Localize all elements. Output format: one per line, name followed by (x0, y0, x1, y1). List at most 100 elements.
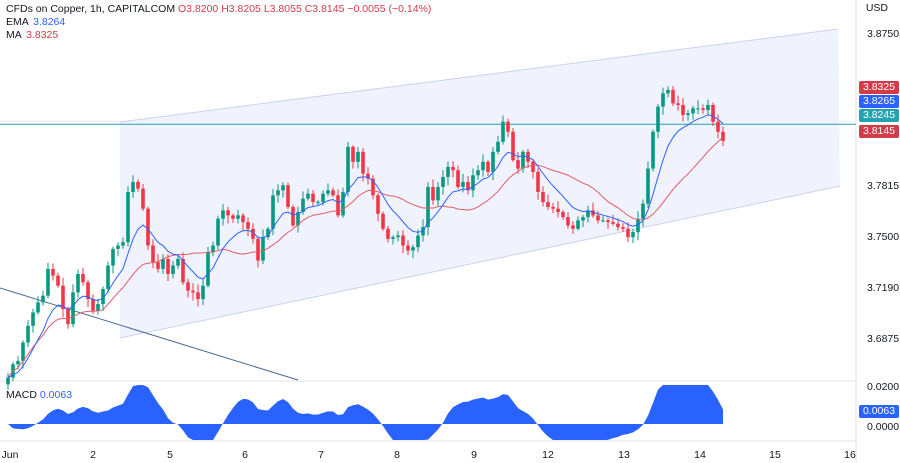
candle-body (41, 295, 45, 303)
candle-body (61, 285, 65, 310)
candle-body (671, 89, 675, 104)
candle-body (706, 104, 710, 111)
candle-body (451, 166, 455, 171)
candle-body (556, 208, 560, 213)
candle-body (281, 185, 285, 191)
candle-body (6, 377, 10, 385)
candle-body (386, 228, 390, 239)
candle-body (21, 342, 25, 361)
candle-body (371, 178, 375, 196)
hline-price-tag: 3.8245 (859, 109, 899, 122)
ma-line (7, 136, 724, 378)
candle-body (16, 360, 20, 365)
candle-body (131, 181, 135, 192)
candle-body (521, 151, 525, 169)
candle-body (566, 217, 570, 226)
candle-body (211, 245, 215, 253)
candle-body (611, 222, 615, 224)
candle-body (201, 285, 205, 300)
symbol-title[interactable]: CFDs on Copper (6, 3, 85, 15)
x-tick-label: 15 (769, 449, 781, 461)
candle-body (121, 242, 125, 246)
low-value: L3.8055 (263, 3, 302, 15)
candle-body (501, 121, 505, 142)
candle-body (46, 268, 50, 296)
candle-body (626, 228, 630, 238)
candle-body (686, 113, 690, 116)
candle-body (116, 245, 120, 249)
candle-body (266, 228, 270, 238)
candle-body (721, 131, 725, 141)
candle-body (411, 247, 415, 251)
high-value: H3.8205 (221, 3, 261, 15)
candle-body (471, 175, 475, 191)
candle-body (606, 220, 610, 223)
interval-label[interactable]: 1h (90, 3, 102, 15)
candle-body (176, 258, 180, 266)
candle-body (466, 181, 470, 191)
ma-price-tag: 3.8325 (859, 81, 899, 94)
ma-value: 3.8325 (26, 29, 59, 41)
candle-body (481, 161, 485, 171)
close-value: C3.8145 (304, 3, 345, 15)
candle-body (361, 151, 365, 174)
candle-body (156, 262, 160, 269)
candle-body (256, 238, 260, 261)
candle-body (261, 237, 265, 261)
candle-body (186, 282, 190, 291)
candle-body (651, 131, 655, 169)
candle-body (336, 195, 340, 216)
candle-body (346, 146, 350, 192)
candle-body (531, 161, 535, 172)
candle-body (141, 188, 145, 209)
x-tick-label: 7 (318, 449, 324, 461)
candle-body (96, 304, 100, 311)
candle-body (636, 218, 640, 233)
price-channel (120, 29, 840, 338)
candle-body (591, 210, 595, 216)
candle-body (576, 220, 580, 229)
candle-body (641, 203, 645, 219)
candles (6, 86, 725, 390)
candle-body (571, 225, 575, 229)
ema-label[interactable]: EMA (6, 16, 29, 28)
candle-body (541, 191, 545, 203)
candle-body (716, 121, 720, 132)
candle-body (701, 108, 705, 111)
y-tick-label: 3.7190 (867, 282, 899, 294)
candle-body (396, 235, 400, 238)
candle-body (146, 208, 150, 246)
ema-value: 3.8264 (33, 16, 66, 28)
candle-body (516, 160, 520, 169)
candle-body (236, 215, 240, 219)
candle-body (491, 151, 495, 172)
candle-body (221, 210, 225, 219)
candle-body (311, 193, 315, 203)
macd-label[interactable]: MACD (6, 389, 37, 401)
x-tick-label: 2 (90, 449, 96, 461)
candle-body (661, 93, 665, 107)
ma-label[interactable]: MA (6, 29, 22, 41)
descending-trendline (0, 287, 299, 381)
candle-body (36, 302, 40, 313)
candle-body (666, 89, 670, 94)
candle-body (681, 104, 685, 116)
candle-body (341, 191, 345, 216)
chart-legend: CFDs on Copper, 1h, CAPITALCOM O3.8200 H… (6, 3, 432, 41)
candle-body (136, 181, 140, 189)
candle-body (621, 227, 625, 229)
candle-body (331, 190, 335, 196)
x-tick-label: 5 (167, 449, 173, 461)
candle-body (551, 207, 555, 209)
y-tick-label: 3.6875 (867, 333, 899, 345)
candle-body (431, 186, 435, 201)
candle-body (581, 217, 585, 221)
candle-body (286, 185, 290, 208)
candle-body (56, 275, 60, 286)
candle-body (226, 210, 230, 216)
x-tick-label: 14 (694, 449, 706, 461)
channel-upper-line (119, 28, 839, 123)
candle-body (231, 215, 235, 219)
candle-body (476, 170, 480, 176)
